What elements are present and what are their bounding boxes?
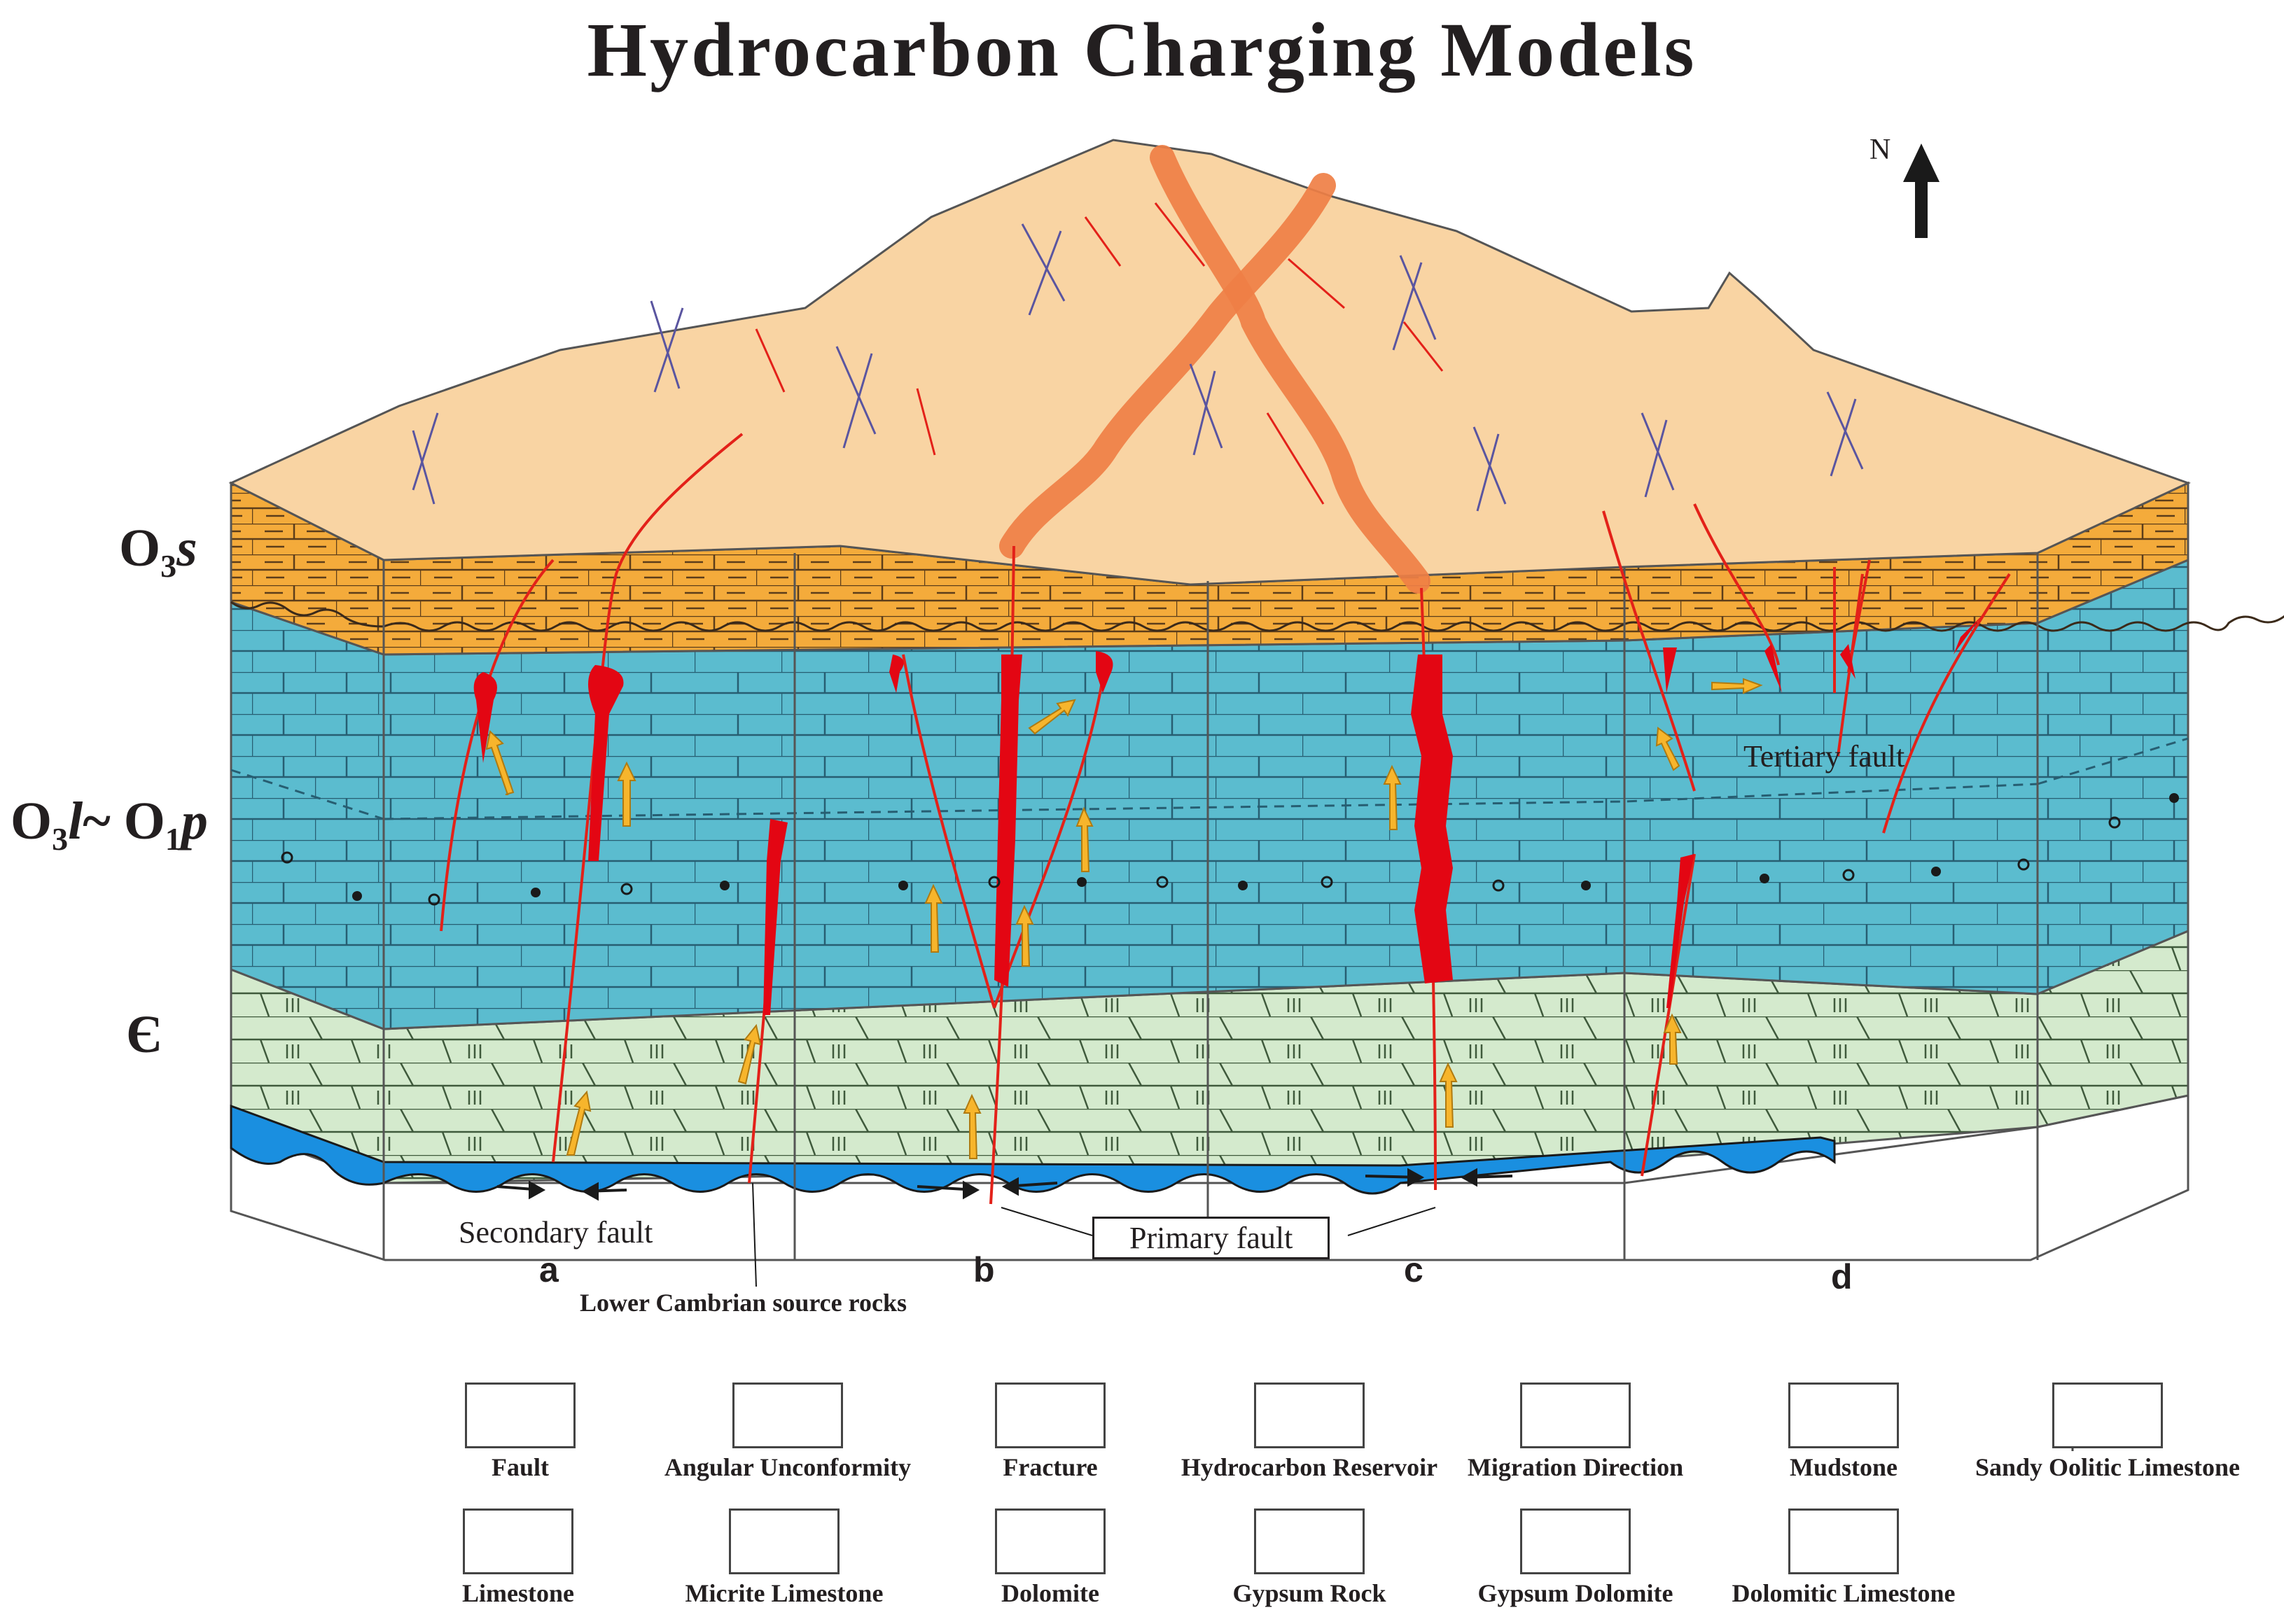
unconformity-icon <box>732 1382 843 1448</box>
limestone-front <box>382 622 2039 1030</box>
stratum-label-o3l-o1p: O3l~ O1p <box>11 792 208 858</box>
gypsum-dolomite-icon <box>1520 1508 1631 1574</box>
primary-fault-label: Primary fault <box>1092 1217 1330 1259</box>
top-fault-lines <box>755 202 1444 505</box>
mudstone-icon <box>1788 1382 1899 1448</box>
migration-icon <box>1520 1382 1631 1448</box>
migration-arrows <box>485 678 1763 1159</box>
legend-item-mudstone: Mudstone <box>1707 1382 1980 1482</box>
section-label-c: c <box>1404 1250 1423 1289</box>
oolite-markers <box>281 816 2121 906</box>
legend-item-dolomite: Dolomite <box>914 1508 1187 1608</box>
stratum-label-cambrian: Є <box>126 1005 162 1064</box>
legend-item-reservoir: Hydrocarbon Reservoir <box>1173 1382 1446 1482</box>
fracture-marks <box>412 223 1864 512</box>
legend-item-sandy-oolitic: Sandy Oolitic Limestone <box>1971 1382 2244 1482</box>
micrite-icon <box>729 1508 840 1574</box>
limestone-icon <box>463 1508 573 1574</box>
north-arrow-icon <box>1903 144 1940 238</box>
legend-item-limestone: Limestone <box>382 1508 655 1608</box>
dolomite-icon <box>995 1508 1106 1574</box>
section-label-b: b <box>973 1250 995 1289</box>
dolomitic-limestone-icon <box>1788 1508 1899 1574</box>
source-rock-band <box>230 1104 1836 1195</box>
fracture-icon <box>995 1382 1106 1448</box>
reservoirs <box>473 616 1982 1015</box>
secondary-fault-label: Secondary fault <box>459 1215 653 1250</box>
unconformity-line <box>230 601 2284 632</box>
top-fault-band-2 <box>999 173 1336 559</box>
legend-item-gypsum-dolomite: Gypsum Dolomite <box>1439 1508 1712 1608</box>
gypsum-rock-icon <box>1254 1508 1365 1574</box>
basement-front <box>230 1094 2189 1261</box>
legend-item-unconformity: Angular Unconformity <box>651 1382 924 1482</box>
reservoir-icon <box>1254 1382 1365 1448</box>
top-surface <box>228 139 2191 586</box>
diagram-title: Hydrocarbon Charging Models <box>587 7 1697 92</box>
sandy-oolitic-icon <box>2052 1382 2163 1448</box>
legend-item-fault: Fault <box>384 1382 657 1482</box>
faults <box>440 433 2011 1205</box>
legend-item-micrite: Micrite Limestone <box>648 1508 921 1608</box>
limestone-left-side <box>230 600 385 1031</box>
sand-dots <box>352 793 2179 901</box>
legend-item-gypsum-rock: Gypsum Rock <box>1173 1508 1446 1608</box>
mudstone-line <box>383 783 2038 820</box>
legend-item-migration: Migration Direction <box>1439 1382 1712 1482</box>
legend-item-dolomitic-limestone: Dolomitic Limestone <box>1707 1508 1980 1608</box>
fault-icon <box>465 1382 576 1448</box>
section-label-a: a <box>539 1250 559 1289</box>
legend-item-fracture: Fracture <box>914 1382 1187 1482</box>
tertiary-fault-label: Tertiary fault <box>1743 739 1905 774</box>
stratum-label-o3s: O3s <box>119 519 197 584</box>
north-label: N <box>1869 134 1891 166</box>
top-fault-band-1 <box>1150 145 1430 594</box>
source-rocks-label: Lower Cambrian source rocks <box>580 1289 907 1317</box>
flow-arrows <box>496 1168 1513 1201</box>
section-label-d: d <box>1831 1257 1853 1296</box>
